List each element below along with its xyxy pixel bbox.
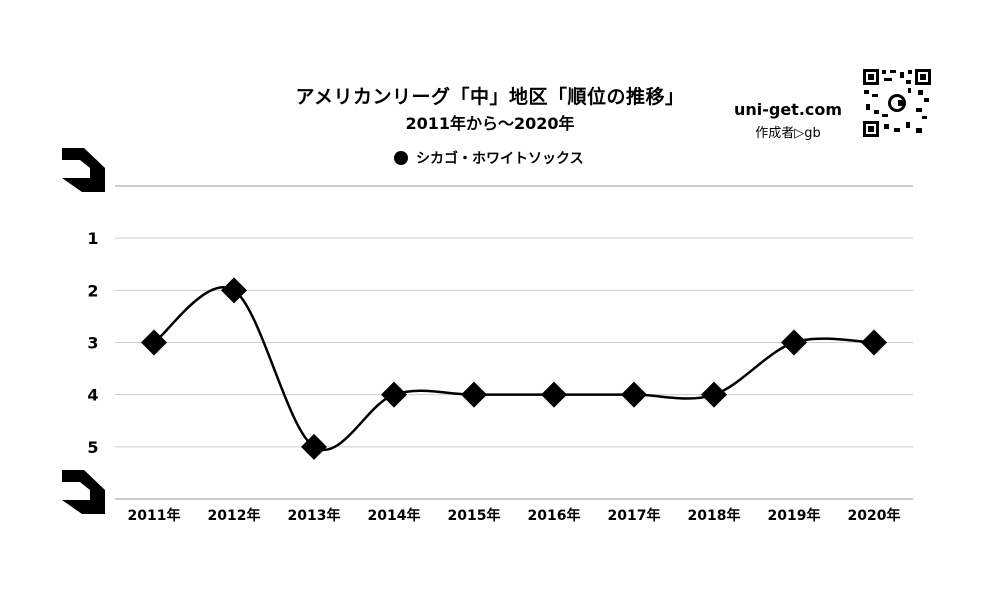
- y-tick-label: 1: [87, 229, 98, 248]
- x-tick-label: 2013年: [288, 507, 341, 524]
- data-point-marker: [141, 329, 167, 356]
- y-tick-label: 5: [87, 438, 98, 457]
- data-point-marker: [861, 329, 887, 356]
- corner-bracket-top: [62, 148, 105, 192]
- data-point-marker: [461, 381, 487, 408]
- qr-code-icon: [862, 68, 932, 138]
- x-tick-label: 2015年: [448, 507, 501, 524]
- x-tick-label: 2017年: [608, 507, 661, 524]
- x-tick-label: 2020年: [848, 507, 901, 524]
- data-point-marker: [701, 381, 727, 408]
- y-tick-label: 4: [87, 386, 98, 405]
- x-tick-label: 2014年: [368, 507, 421, 524]
- legend-marker: [394, 151, 408, 165]
- x-tick-label: 2016年: [528, 507, 581, 524]
- data-point-marker: [381, 381, 407, 408]
- author-credit: 作成者▷gb: [755, 126, 821, 141]
- chart-subtitle: 2011年から～2020年: [405, 114, 575, 133]
- data-point-marker: [781, 329, 807, 356]
- corner-bracket-bottom: [62, 470, 105, 514]
- data-point-marker: [541, 381, 567, 408]
- x-tick-label: 2012年: [208, 507, 261, 524]
- x-tick-label: 2019年: [768, 507, 821, 524]
- y-tick-label: 2: [87, 281, 98, 300]
- chart-legend: シカゴ・ホワイトソックス: [394, 148, 584, 168]
- x-tick-label: 2011年: [128, 507, 181, 524]
- data-point-marker: [221, 277, 247, 304]
- data-point-marker: [301, 433, 327, 460]
- site-name: uni-get.com: [733, 100, 843, 119]
- chart-title: アメリカンリーグ「中」地区「順位の推移」: [295, 86, 685, 108]
- x-tick-label: 2018年: [688, 507, 741, 524]
- data-point-marker: [621, 381, 647, 408]
- series-line: [153, 286, 875, 451]
- legend-label: シカゴ・ホワイトソックス: [416, 151, 584, 167]
- y-tick-label: 3: [87, 334, 98, 353]
